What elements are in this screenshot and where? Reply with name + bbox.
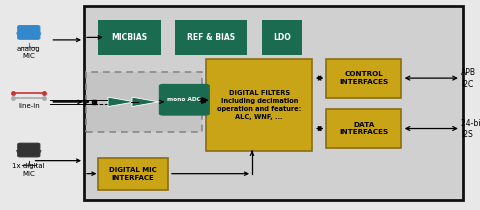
Bar xyxy=(86,72,202,132)
Bar xyxy=(98,20,161,55)
FancyBboxPatch shape xyxy=(159,84,209,115)
Bar xyxy=(84,6,463,200)
Text: CONTROL
INTERFACES: CONTROL INTERFACES xyxy=(339,71,388,85)
Text: DIGITAL MIC
INTERFACE: DIGITAL MIC INTERFACE xyxy=(109,167,157,181)
Bar xyxy=(175,20,247,55)
Text: 24-bits //
I2S: 24-bits // I2S xyxy=(461,118,480,139)
Text: REF & BIAS: REF & BIAS xyxy=(187,33,235,42)
Bar xyxy=(262,20,302,55)
Text: DIGITAL FILTERS
Including decimation
operation and feature:
ALC, WNF, ...: DIGITAL FILTERS Including decimation ope… xyxy=(217,90,301,120)
Polygon shape xyxy=(132,97,158,106)
Text: APB
I2C: APB I2C xyxy=(461,68,476,89)
FancyBboxPatch shape xyxy=(18,26,40,39)
Text: line-in: line-in xyxy=(18,103,40,109)
Bar xyxy=(326,59,401,98)
Text: mono ADC: mono ADC xyxy=(168,97,201,102)
Text: DATA
INTERFACES: DATA INTERFACES xyxy=(339,122,388,135)
Bar xyxy=(326,109,401,148)
Text: LDO: LDO xyxy=(273,33,291,42)
Text: MICBIAS: MICBIAS xyxy=(111,33,148,42)
Polygon shape xyxy=(108,97,134,106)
Bar xyxy=(98,158,168,190)
Bar xyxy=(206,59,312,151)
FancyBboxPatch shape xyxy=(18,143,40,157)
Text: analog
MIC: analog MIC xyxy=(17,46,41,59)
Text: 1x digital
MIC: 1x digital MIC xyxy=(12,163,45,177)
